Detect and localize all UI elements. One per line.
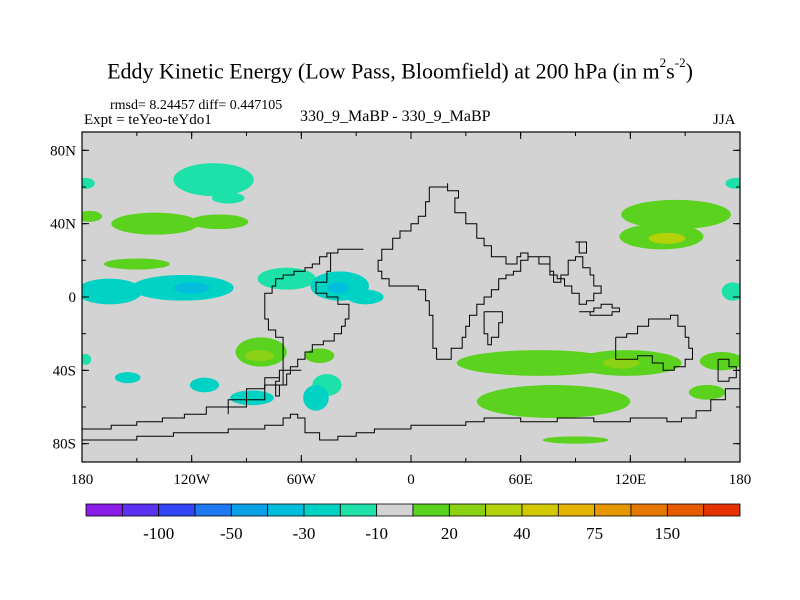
colorbar-box-8 [376, 503, 414, 517]
lat-tick-label: 80S [53, 437, 76, 453]
colorbar-box-15 [630, 503, 668, 517]
anomaly-region-19 [189, 377, 220, 393]
colorbar-box-9 [412, 503, 450, 517]
colorbar-box-16 [666, 503, 705, 517]
lon-tick-label: 60E [509, 472, 533, 488]
title-unit-s: s [666, 58, 675, 84]
colorbar-box-4 [230, 503, 269, 517]
lon-tick-label: 120E [614, 472, 646, 488]
axis-ticks: 80N 40N 0 40S 80S 180 120W 60W 0 60E 120E 180 [50, 132, 751, 488]
coastline-2 [483, 311, 503, 346]
anomaly-region-20 [230, 390, 274, 406]
coastline-8 [82, 377, 280, 433]
lat-tick-label: 40N [50, 217, 76, 233]
coastline-6 [717, 358, 737, 382]
colorbar-box-3 [194, 503, 232, 517]
colorbar-box-17 [703, 503, 741, 517]
lon-tick-label: 180 [729, 472, 752, 488]
case-label: 330_9_MaBP - 330_9_MaBP [300, 108, 491, 125]
colorbar-label-7: 150 [655, 524, 681, 543]
colorbar-box-6 [303, 503, 341, 517]
colorbar-box-2 [158, 503, 196, 517]
anomaly-region-25 [648, 232, 686, 244]
colorbar-box-5 [267, 503, 305, 517]
colorbar-label-2: -30 [293, 524, 316, 543]
colorbar-box-1 [121, 503, 160, 517]
lon-tick-label: 60W [287, 472, 317, 488]
chart-title: Eddy Kinetic Energy (Low Pass, Bloomfiel… [0, 55, 800, 84]
colorbar-label-5: 40 [514, 524, 531, 543]
anomaly-region-31 [699, 352, 740, 371]
colorbar-box-12 [521, 503, 559, 517]
coastlines [82, 183, 740, 441]
anomaly-region-3 [82, 210, 103, 222]
lon-tick-label: 120W [173, 472, 211, 488]
lat-tick-label: 0 [69, 290, 77, 306]
anomaly-region-0 [173, 163, 254, 197]
lat-tick-label: 80N [50, 143, 76, 159]
title-main-text: Eddy Kinetic Energy (Low Pass, Bloomfiel… [107, 58, 660, 84]
colorbar-label-4: 20 [441, 524, 458, 543]
colorbar-label-6: 75 [586, 524, 603, 543]
colorbar-label-1: -50 [220, 524, 243, 543]
colorbar-box-7 [339, 503, 378, 517]
lon-tick-label: 0 [407, 472, 415, 488]
rmsd-label: rmsd= 8.24457 diff= 0.447105 [110, 98, 283, 113]
coastline-10 [575, 241, 587, 254]
lon-tick-label: 180 [71, 472, 94, 488]
anomaly-region-2 [82, 177, 95, 189]
anomaly-region-1 [211, 192, 245, 204]
anomaly-region-10 [257, 267, 316, 290]
colorbar-box-0 [85, 503, 123, 517]
anomaly-region-16 [82, 353, 92, 365]
anomaly-region-4 [111, 212, 199, 235]
colorbar: -100 -50 -30 -10 20 40 75 150 [85, 503, 741, 543]
anomaly-region-33 [688, 385, 726, 400]
colorbar-box-14 [594, 503, 632, 517]
anomaly-fields [82, 163, 740, 444]
anomaly-region-32 [476, 385, 631, 418]
anomaly-region-30 [602, 357, 640, 369]
anomaly-region-34 [542, 436, 609, 444]
anomaly-region-27 [721, 282, 740, 301]
colorbar-label-0: -100 [143, 524, 174, 543]
experiment-label: Expt = teYeo-teYdo1 [84, 112, 212, 128]
anomaly-region-5 [189, 214, 249, 230]
anomaly-region-6 [103, 258, 170, 270]
colorbar-box-10 [448, 503, 487, 517]
coastline-7 [82, 388, 740, 441]
colorbar-box-11 [485, 503, 523, 517]
anomaly-region-13 [347, 289, 384, 305]
lat-tick-label: 40S [53, 363, 76, 379]
coastline-0 [377, 183, 529, 360]
coastline-4 [615, 314, 693, 371]
title-close-paren: ) [685, 58, 693, 84]
anomaly-region-26 [725, 177, 740, 189]
anomaly-region-9 [173, 282, 210, 294]
coastline-9 [227, 369, 302, 415]
coastline-3 [528, 256, 602, 305]
title-superscript-minus2: -2 [674, 55, 686, 70]
season-label: JJA [713, 112, 736, 128]
anomaly-region-12 [326, 282, 349, 294]
anomaly-region-18 [114, 372, 141, 384]
anomaly-region-23 [621, 199, 731, 230]
anomaly-region-17 [304, 348, 335, 363]
anomaly-region-7 [82, 278, 143, 305]
anomaly-region-15 [244, 350, 274, 362]
coastline-1 [264, 248, 364, 397]
colorbar-box-13 [557, 503, 596, 517]
title-superscript-2: 2 [659, 55, 667, 70]
coastline-5 [579, 303, 620, 316]
anomaly-region-22 [303, 385, 329, 411]
colorbar-label-3: -10 [365, 524, 388, 543]
